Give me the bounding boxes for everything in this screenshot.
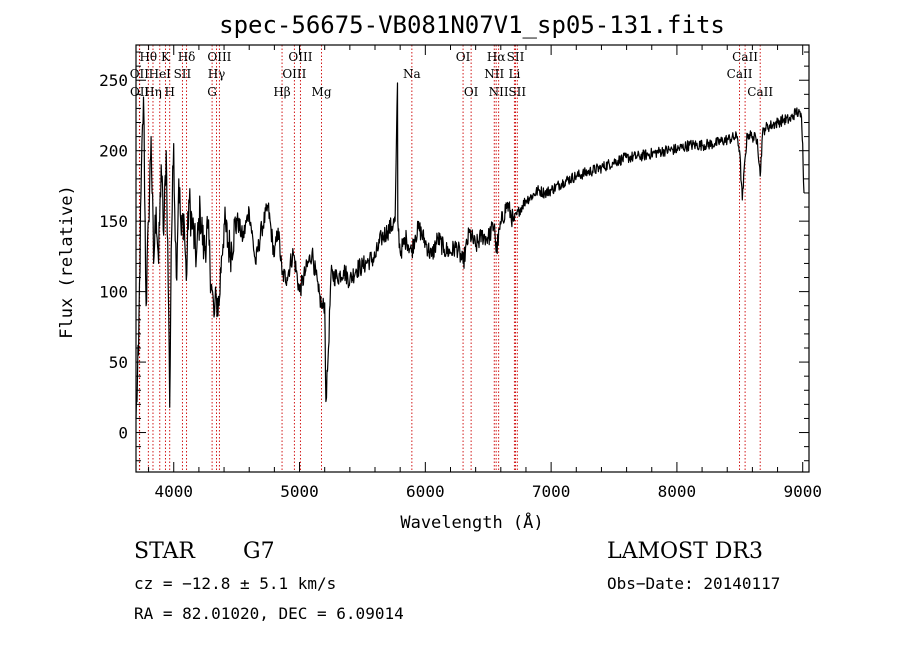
y-tick-label: 100 xyxy=(99,283,128,302)
obs-date: Obs−Date: 20140117 xyxy=(607,574,780,593)
survey-name: LAMOST DR3 xyxy=(607,539,763,564)
line-label-12: Hβ xyxy=(273,85,290,99)
x-axis-label: Wavelength (Å) xyxy=(400,511,543,533)
x-tick-label: 9000 xyxy=(783,482,822,501)
line-label-5: K xyxy=(161,50,171,64)
x-tick-label: 8000 xyxy=(658,482,697,501)
x-axis-ticks: 4000 5000 6000 7000 8000 9000 xyxy=(148,45,822,501)
line-label-19: Hα xyxy=(487,50,506,64)
coordinates-readout: RA = 82.01020, DEC = 6.09014 xyxy=(134,604,404,623)
line-label-20: NII xyxy=(484,67,504,81)
line-label-27: CaII xyxy=(747,85,773,99)
line-label-11: G xyxy=(207,85,217,99)
line-label-8: Hδ xyxy=(178,50,196,64)
line-label-13: OIII xyxy=(288,50,312,64)
line-label-24: SII xyxy=(508,85,526,99)
line-label-7: H xyxy=(164,85,174,99)
line-label-26: CaII xyxy=(727,67,753,81)
plot-frame xyxy=(135,44,810,473)
chart-title: spec-56675-VB081N07V1_sp05-131.fits xyxy=(219,11,725,39)
spectrum-line xyxy=(135,82,805,419)
line-label-17: OI xyxy=(456,50,471,64)
y-tick-label: 250 xyxy=(99,71,128,90)
line-label-21: NII xyxy=(489,85,509,99)
line-label-23: Li xyxy=(508,67,520,81)
y-tick-label: 150 xyxy=(99,212,128,231)
y-tick-label: 0 xyxy=(118,424,128,443)
y-tick-label: 200 xyxy=(99,142,128,161)
line-label-0: Hθ xyxy=(139,50,157,64)
x-tick-label: 4000 xyxy=(154,482,193,501)
line-label-10: Hγ xyxy=(208,67,226,81)
line-label-6: SII xyxy=(174,67,192,81)
spectral-line-markers xyxy=(138,45,761,472)
line-label-18: OI xyxy=(464,85,479,99)
line-label-9: OIII xyxy=(207,50,231,64)
y-tick-label: 50 xyxy=(109,353,128,372)
line-label-4: HeI xyxy=(149,67,172,81)
x-tick-label: 7000 xyxy=(532,482,571,501)
line-label-16: Na xyxy=(403,67,421,81)
line-label-15: Mg xyxy=(312,85,332,99)
object-subclass: G7 xyxy=(243,539,275,564)
line-label-25: CaII xyxy=(732,50,758,64)
x-tick-label: 6000 xyxy=(406,482,445,501)
y-axis-label: Flux (relative) xyxy=(57,185,77,339)
x-tick-label: 5000 xyxy=(280,482,319,501)
redshift-readout: cz = −12.8 ± 5.1 km/s xyxy=(134,574,336,593)
line-label-14: OIII xyxy=(282,67,306,81)
line-label-22: SII xyxy=(507,50,525,64)
line-label-1: Hη xyxy=(144,85,162,99)
object-class: STAR xyxy=(134,539,196,564)
line-label-2: OII xyxy=(130,67,150,81)
y-axis-ticks: 0 50 100 150 200 250 xyxy=(99,51,809,462)
line-label-3: OII xyxy=(130,85,150,99)
